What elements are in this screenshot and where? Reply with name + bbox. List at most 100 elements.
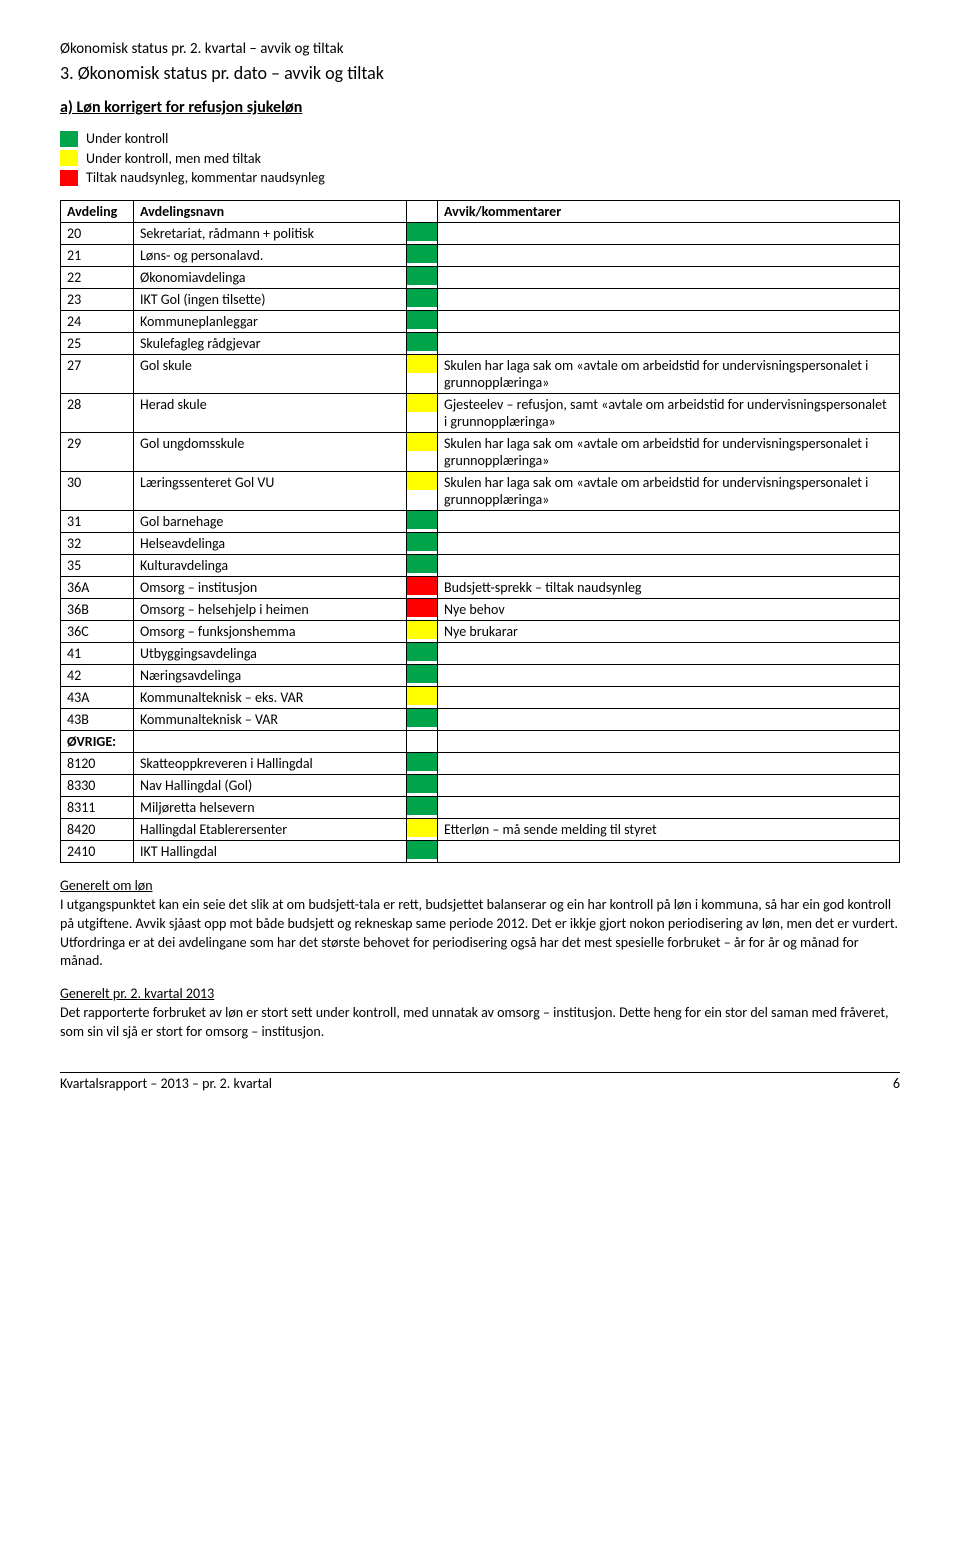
cell-code: 43A [61, 686, 134, 708]
status-swatch [407, 333, 437, 351]
cell-code: 28 [61, 393, 134, 432]
legend-row: Under kontroll [60, 129, 900, 149]
status-swatch [407, 311, 437, 329]
table-row: 8311Miljøretta helsevern [61, 796, 900, 818]
table-row: 21Løns- og personalavd. [61, 244, 900, 266]
table-row: 8420Hallingdal Etablerersenter Etterløn –… [61, 818, 900, 840]
table-row: 8120Skatteoppkreveren i Hallingdal [61, 752, 900, 774]
cell-status [407, 554, 438, 576]
cell-status [407, 393, 438, 432]
status-swatch [407, 245, 437, 263]
cell-code: 25 [61, 332, 134, 354]
cell-comment [438, 288, 900, 310]
cell-name: IKT Hallingdal [134, 840, 407, 862]
cell-comment [438, 266, 900, 288]
cell-name: Gol skule [134, 354, 407, 393]
cell-comment: Budsjett-sprekk – tiltak naudsynleg [438, 576, 900, 598]
cell-status [407, 796, 438, 818]
cell-name: IKT Gol (ingen tilsette) [134, 288, 407, 310]
status-swatch [407, 511, 437, 529]
status-swatch [407, 289, 437, 307]
legend-label: Under kontroll [86, 129, 168, 149]
para1-heading: Generelt om løn [60, 877, 900, 894]
cell-code: 20 [61, 222, 134, 244]
legend-swatch [60, 170, 78, 186]
cell-code: 27 [61, 354, 134, 393]
cell-name [134, 730, 407, 752]
cell-status [407, 532, 438, 554]
cell-name: Nav Hallingdal (Gol) [134, 774, 407, 796]
table-row: ØVRIGE: [61, 730, 900, 752]
legend-label: Tiltak naudsynleg, kommentar naudsynleg [86, 168, 325, 188]
section-heading-a: a) Løn korrigert for refusjon sjukeløn [60, 98, 900, 117]
page-footer: Kvartalsrapport – 2013 – pr. 2. kvartal … [60, 1072, 900, 1092]
cell-name: Kommuneplanleggar [134, 310, 407, 332]
footer-left: Kvartalsrapport – 2013 – pr. 2. kvartal [60, 1075, 272, 1092]
table-row: 43AKommunalteknisk – eks. VAR [61, 686, 900, 708]
status-swatch [407, 577, 437, 595]
table-row: 23IKT Gol (ingen tilsette) [61, 288, 900, 310]
cell-status [407, 730, 438, 752]
cell-comment [438, 686, 900, 708]
cell-comment [438, 664, 900, 686]
status-swatch [407, 472, 437, 490]
table-row: 2410IKT Hallingdal [61, 840, 900, 862]
cell-status [407, 432, 438, 471]
table-row: 43BKommunalteknisk – VAR [61, 708, 900, 730]
cell-comment [438, 244, 900, 266]
cell-comment: Etterløn – må sende melding til styret [438, 818, 900, 840]
cell-name: Omsorg – funksjonshemma [134, 620, 407, 642]
cell-comment [438, 774, 900, 796]
table-row: 36AOmsorg – institusjonBudsjett-sprekk –… [61, 576, 900, 598]
page-header: Økonomisk status pr. 2. kvartal – avvik … [60, 40, 900, 58]
cell-code: 31 [61, 510, 134, 532]
cell-comment [438, 796, 900, 818]
status-swatch [407, 753, 437, 771]
cell-code: 29 [61, 432, 134, 471]
cell-status [407, 752, 438, 774]
cell-status [407, 774, 438, 796]
cell-comment [438, 222, 900, 244]
legend-swatch [60, 150, 78, 166]
cell-status [407, 818, 438, 840]
cell-name: Hallingdal Etablerersenter [134, 818, 407, 840]
table-row: 27Gol skuleSkulen har laga sak om «avtal… [61, 354, 900, 393]
cell-name: Kulturavdelinga [134, 554, 407, 576]
table-row: 25Skulefagleg rådgjevar [61, 332, 900, 354]
cell-code: ØVRIGE: [61, 730, 134, 752]
table-row: 20Sekretariat, rådmann + politisk [61, 222, 900, 244]
cell-comment: Skulen har laga sak om «avtale om arbeid… [438, 471, 900, 510]
cell-name: Sekretariat, rådmann + politisk [134, 222, 407, 244]
table-row: 36BOmsorg – helsehjelp i heimenNye behov [61, 598, 900, 620]
cell-code: 36B [61, 598, 134, 620]
cell-status [407, 642, 438, 664]
cell-code: 8420 [61, 818, 134, 840]
table-row: 35Kulturavdelinga [61, 554, 900, 576]
cell-comment: Gjesteelev – refusjon, samt «avtale om a… [438, 393, 900, 432]
cell-name: Læringssenteret Gol VU [134, 471, 407, 510]
cell-name: Kommunalteknisk – VAR [134, 708, 407, 730]
legend-row: Tiltak naudsynleg, kommentar naudsynleg [60, 168, 900, 188]
legend: Under kontrollUnder kontroll, men med ti… [60, 129, 900, 188]
cell-comment [438, 510, 900, 532]
table-header-cell: Avvik/kommentarer [438, 200, 900, 222]
status-swatch [407, 775, 437, 793]
status-swatch [407, 355, 437, 373]
page-title: 3. Økonomisk status pr. dato – avvik og … [60, 62, 900, 84]
cell-name: Skatteoppkreveren i Hallingdal [134, 752, 407, 774]
cell-status [407, 598, 438, 620]
status-swatch [407, 223, 437, 241]
cell-comment [438, 554, 900, 576]
cell-status [407, 471, 438, 510]
status-table: AvdelingAvdelingsnavnAvvik/kommentarer 2… [60, 200, 900, 863]
cell-status [407, 708, 438, 730]
cell-code: 43B [61, 708, 134, 730]
cell-name: Skulefagleg rådgjevar [134, 332, 407, 354]
cell-status [407, 664, 438, 686]
cell-status [407, 510, 438, 532]
status-swatch [407, 433, 437, 451]
status-swatch [407, 643, 437, 661]
cell-code: 21 [61, 244, 134, 266]
status-swatch [407, 819, 437, 837]
cell-status [407, 332, 438, 354]
